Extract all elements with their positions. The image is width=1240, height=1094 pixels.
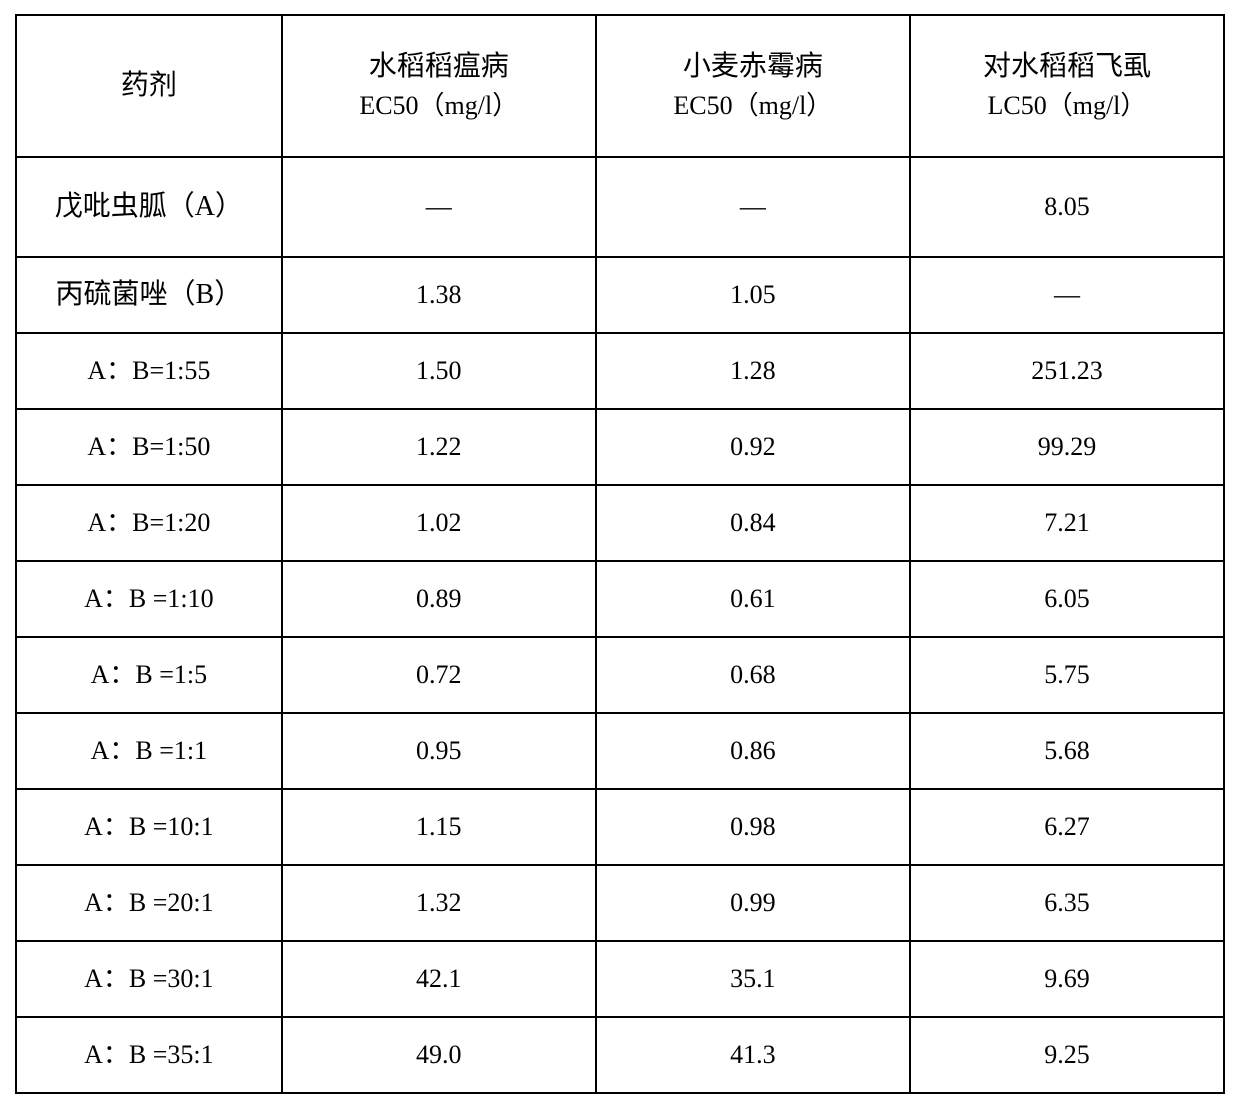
cell-value: 6.05: [910, 561, 1224, 637]
row-label: A：B =30:1: [16, 941, 282, 1017]
row-label-text: 丙硫菌唑（B）: [56, 279, 243, 310]
cell-value: 1.22: [282, 409, 596, 485]
cell-value: 0.86: [596, 713, 910, 789]
table-row: A：B =1:10 0.890.616.05: [16, 561, 1224, 637]
cell-value: 1.38: [282, 257, 596, 333]
row-label: A：B =1:5: [16, 637, 282, 713]
header-label: 水稻稻瘟病: [369, 51, 509, 82]
cell-value: 5.68: [910, 713, 1224, 789]
cell-value: 1.50: [282, 333, 596, 409]
header-label: 小麦赤霉病: [683, 51, 823, 82]
cell-value: 9.69: [910, 941, 1224, 1017]
cell-value: 251.23: [910, 333, 1224, 409]
table-header: 药剂 水稻稻瘟病 EC50（mg/l） 小麦赤霉病 EC50（mg/l） 对水稻…: [16, 15, 1224, 157]
row-label-text: A：B =35:1: [84, 1040, 214, 1069]
row-label-text: A：B=1:20: [87, 508, 210, 537]
cell-value: —: [596, 157, 910, 257]
header-label: 药剂: [121, 70, 177, 101]
table-row: A：B=1:20 1.020.847.21: [16, 485, 1224, 561]
row-label: A：B=1:50: [16, 409, 282, 485]
row-label: A：B =1:10: [16, 561, 282, 637]
cell-value: 49.0: [282, 1017, 596, 1093]
cell-value: 35.1: [596, 941, 910, 1017]
cell-value: 0.68: [596, 637, 910, 713]
row-label-text: A：B =30:1: [84, 964, 214, 993]
row-label: A：B=1:55: [16, 333, 282, 409]
header-sub: EC50（mg/l）: [359, 91, 518, 120]
cell-value: 6.35: [910, 865, 1224, 941]
cell-value: 9.25: [910, 1017, 1224, 1093]
cell-value: 1.15: [282, 789, 596, 865]
cell-value: 5.75: [910, 637, 1224, 713]
cell-value: 0.92: [596, 409, 910, 485]
row-label: A：B =35:1: [16, 1017, 282, 1093]
cell-value: —: [282, 157, 596, 257]
table-body: 戊吡虫胍（A）——8.05丙硫菌唑（B）1.381.05—A：B=1:551.5…: [16, 157, 1224, 1093]
row-label-text: A：B =20:1: [84, 888, 214, 917]
cell-value: 42.1: [282, 941, 596, 1017]
cell-value: 0.99: [596, 865, 910, 941]
cell-value: 1.32: [282, 865, 596, 941]
table-row: A：B =10:1 1.150.986.27: [16, 789, 1224, 865]
cell-value: 0.89: [282, 561, 596, 637]
cell-value: 1.02: [282, 485, 596, 561]
table-row: A：B=1:55 1.501.28251.23: [16, 333, 1224, 409]
cell-value: 0.84: [596, 485, 910, 561]
cell-value: 0.72: [282, 637, 596, 713]
row-label-text: A：B =1:1: [91, 736, 208, 765]
cell-value: 6.27: [910, 789, 1224, 865]
header-row: 药剂 水稻稻瘟病 EC50（mg/l） 小麦赤霉病 EC50（mg/l） 对水稻…: [16, 15, 1224, 157]
cell-value: 7.21: [910, 485, 1224, 561]
cell-value: 41.3: [596, 1017, 910, 1093]
header-cell-rice-blast: 水稻稻瘟病 EC50（mg/l）: [282, 15, 596, 157]
cell-value: 0.95: [282, 713, 596, 789]
cell-value: 1.05: [596, 257, 910, 333]
row-label-text: 戊吡虫胍（A）: [55, 191, 243, 222]
table-row: A：B =35:1 49.041.39.25: [16, 1017, 1224, 1093]
header-cell-wheat-scab: 小麦赤霉病 EC50（mg/l）: [596, 15, 910, 157]
header-label: 对水稻稻飞虱: [983, 51, 1151, 82]
header-cell-planthopper: 对水稻稻飞虱 LC50（mg/l）: [910, 15, 1224, 157]
header-sub: EC50（mg/l）: [673, 91, 832, 120]
table-row: A：B =1:5 0.720.685.75: [16, 637, 1224, 713]
table-row: A：B=1:50 1.220.9299.29: [16, 409, 1224, 485]
row-label-text: A：B =10:1: [84, 812, 214, 841]
row-label: A：B=1:20: [16, 485, 282, 561]
cell-value: 99.29: [910, 409, 1224, 485]
cell-value: 8.05: [910, 157, 1224, 257]
table-row: A：B =30:1 42.135.19.69: [16, 941, 1224, 1017]
cell-value: —: [910, 257, 1224, 333]
table-row: A：B =1:1 0.950.865.68: [16, 713, 1224, 789]
row-label: A：B =10:1: [16, 789, 282, 865]
table-row: 戊吡虫胍（A）——8.05: [16, 157, 1224, 257]
table-row: 丙硫菌唑（B） 1.381.05—: [16, 257, 1224, 333]
row-label: 丙硫菌唑（B）: [16, 257, 282, 333]
header-sub: LC50（mg/l）: [988, 91, 1147, 120]
row-label: A：B =20:1: [16, 865, 282, 941]
row-label-text: A：B=1:55: [87, 356, 210, 385]
table-row: A：B =20:1 1.320.996.35: [16, 865, 1224, 941]
data-table: 药剂 水稻稻瘟病 EC50（mg/l） 小麦赤霉病 EC50（mg/l） 对水稻…: [15, 14, 1225, 1094]
header-cell-agent: 药剂: [16, 15, 282, 157]
cell-value: 0.98: [596, 789, 910, 865]
row-label: 戊吡虫胍（A）: [16, 157, 282, 257]
row-label: A：B =1:1: [16, 713, 282, 789]
row-label-text: A：B=1:50: [87, 432, 210, 461]
row-label-text: A：B =1:5: [91, 660, 208, 689]
row-label-text: A：B =1:10: [84, 584, 214, 613]
cell-value: 1.28: [596, 333, 910, 409]
cell-value: 0.61: [596, 561, 910, 637]
